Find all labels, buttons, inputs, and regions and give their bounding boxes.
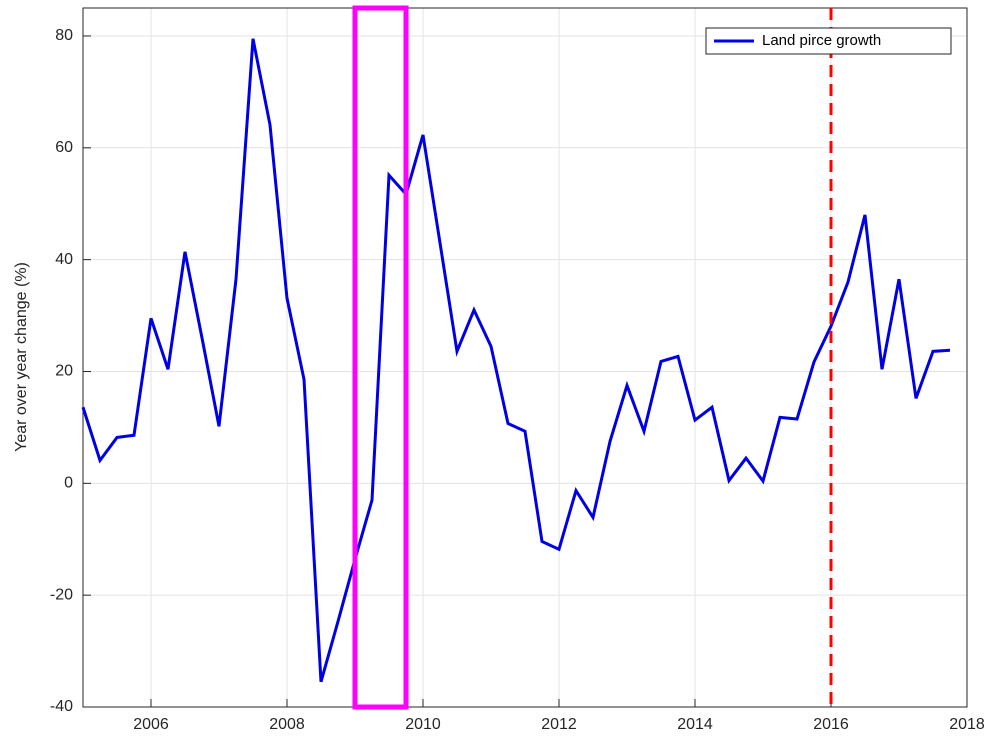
y-axis-label: Year over year change (%) (13, 262, 30, 452)
data-line (81, 38, 951, 683)
x-tick-label: 2006 (133, 716, 169, 733)
y-tick-label: 0 (64, 475, 73, 492)
highlight-range (352, 5, 409, 710)
y-tick-label: -40 (50, 698, 73, 715)
y-tick-label: 40 (55, 251, 73, 268)
legend-label: Land pirce growth (762, 32, 881, 49)
x-tick-label: 2010 (405, 716, 441, 733)
x-tick-label: 2012 (541, 716, 577, 733)
x-tick-label: 2018 (949, 716, 985, 733)
y-tick-label: 60 (55, 139, 73, 156)
x-tick-label: 2016 (813, 716, 849, 733)
y-tick-label: -20 (50, 586, 73, 603)
x-tick-label: 2008 (269, 716, 305, 733)
y-tick-label: 80 (55, 27, 73, 44)
axes-box (82, 7, 968, 708)
x-tick-label: 2014 (677, 716, 713, 733)
y-tick-label: 20 (55, 363, 73, 380)
